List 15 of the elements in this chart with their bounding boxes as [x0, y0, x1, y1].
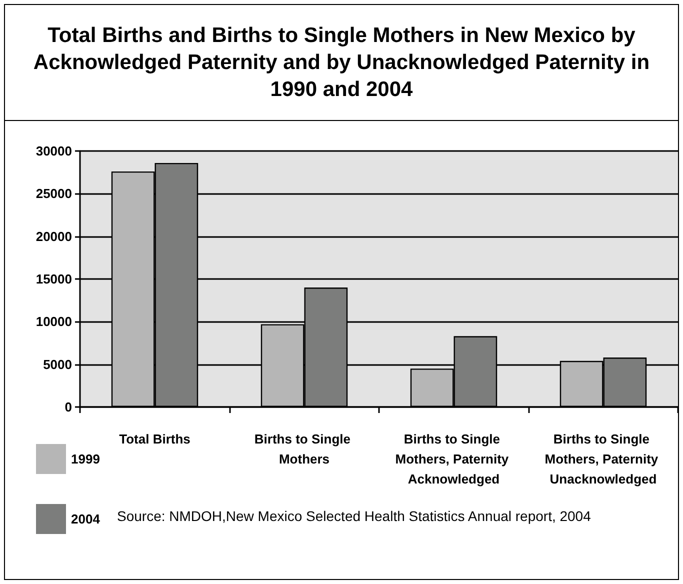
- y-tick-label: 5000: [43, 356, 72, 372]
- y-tick-label: 15000: [36, 272, 72, 286]
- x-tick-label: Total Births: [119, 432, 190, 446]
- legend-label: 1999: [71, 452, 100, 466]
- source-note: Source: NMDOH,New Mexico Selected Health Statistics Annual report, 2004: [117, 508, 592, 524]
- y-tick-label: 30000: [36, 144, 72, 158]
- y-tick-label: 20000: [36, 228, 72, 244]
- x-tick-label: Births to Single Mothers, Paternity Acknowledged: [395, 432, 512, 486]
- x-tick-label: Births to Single Mothers, Paternity Unacknowledged: [544, 432, 662, 486]
- y-tick-label: 25000: [36, 186, 72, 202]
- x-tick-label: Births to Single Mothers: [254, 432, 354, 466]
- chart-title: Total Births and Births to Single Mothers in New Mexico by Acknowledged Paternity and by Unacknowledged Paternity in 1990 and 2004: [5, 5, 678, 121]
- y-tick-label: 10000: [36, 314, 72, 330]
- legend-label: 2004: [71, 512, 101, 526]
- y-tick-label: 0: [64, 400, 72, 414]
